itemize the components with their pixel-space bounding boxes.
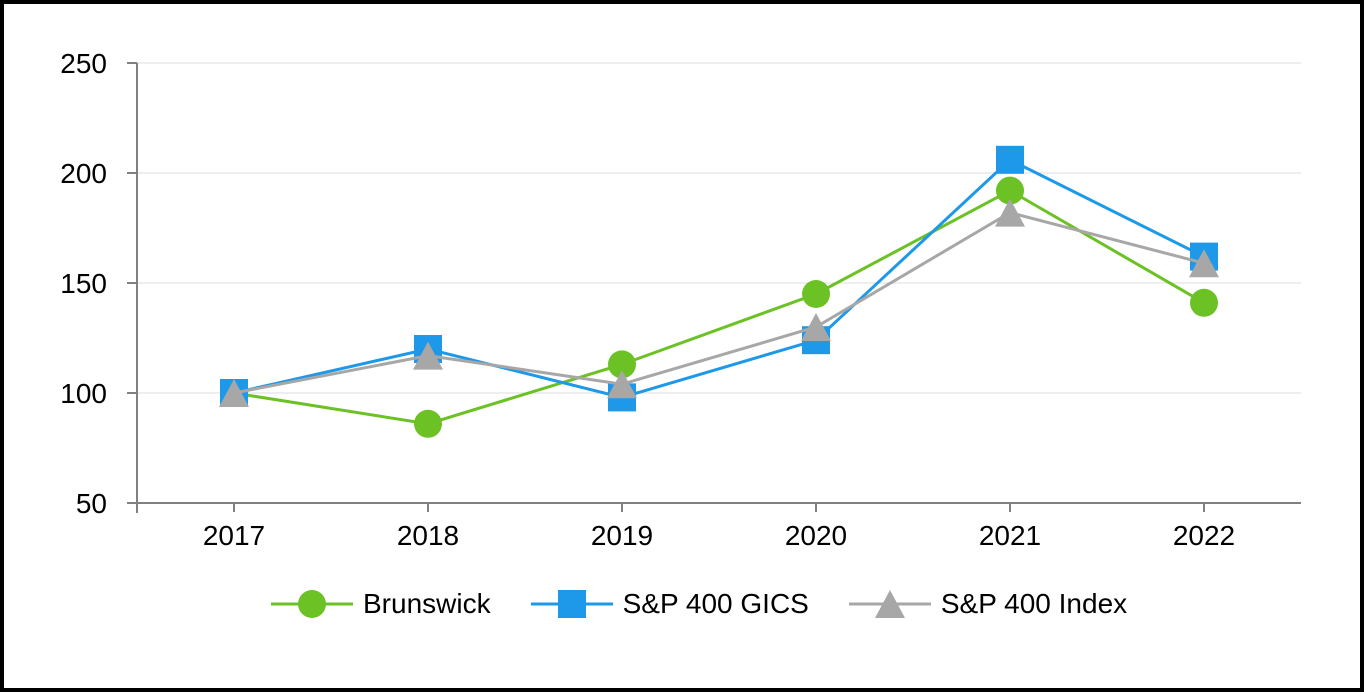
series-line-s-p-400-gics xyxy=(233,157,1205,399)
marker-s-p-400-index-2022 xyxy=(1189,249,1219,278)
legend-item-s-p-400-index: S&P 400 Index xyxy=(848,588,1128,620)
series-line-s-p-400-index xyxy=(233,210,1205,395)
legend-label-s-p-400-gics: S&P 400 GICS xyxy=(622,588,809,619)
x-tick-label: 2019 xyxy=(591,520,653,551)
x-tick-label: 2021 xyxy=(979,520,1041,551)
y-tick-label: 250 xyxy=(60,48,107,79)
legend-circle-icon xyxy=(271,590,353,618)
x-tick-label: 2018 xyxy=(397,520,459,551)
marker-brunswick-2021 xyxy=(996,176,1024,205)
x-tick-label: 2017 xyxy=(203,520,265,551)
y-tick-label: 150 xyxy=(60,268,107,299)
marker-s-p-400-index-2017 xyxy=(219,379,249,407)
legend-square-icon xyxy=(530,590,613,618)
marker-brunswick-2022 xyxy=(1190,288,1218,317)
x-tick-label: 2020 xyxy=(785,520,847,551)
legend-label-s-p-400-index: S&P 400 Index xyxy=(940,588,1128,619)
marker-s-p-400-index-2020 xyxy=(801,313,831,341)
legend-item-brunswick: Brunswick xyxy=(271,588,491,620)
legend-marker-s-p-400-index xyxy=(874,590,905,618)
legend-marker-brunswick xyxy=(298,590,326,618)
legend-label-brunswick: Brunswick xyxy=(363,588,491,619)
legend-marker-s-p-400-gics xyxy=(557,590,586,618)
marker-brunswick-2019 xyxy=(608,350,636,379)
y-tick-label: 50 xyxy=(76,488,107,519)
legend-triangle-icon xyxy=(848,590,931,618)
y-tick-label: 100 xyxy=(60,378,107,409)
marker-brunswick-2018 xyxy=(414,409,442,438)
marker-s-p-400-index-2018 xyxy=(413,341,443,370)
marker-brunswick-2020 xyxy=(802,280,830,308)
marker-s-p-400-index-2021 xyxy=(995,198,1025,227)
legend-item-s-p-400-gics: S&P 400 GICS xyxy=(530,588,809,620)
x-tick-label: 2022 xyxy=(1173,520,1235,551)
y-tick-label: 200 xyxy=(60,158,107,189)
chart-legend: Brunswick S&P 400 GICS S&P 400 Index xyxy=(271,586,1127,622)
marker-s-p-400-index-2019 xyxy=(607,370,637,399)
marker-s-p-400-gics-2021 xyxy=(996,145,1024,174)
series-line-brunswick xyxy=(233,188,1205,426)
